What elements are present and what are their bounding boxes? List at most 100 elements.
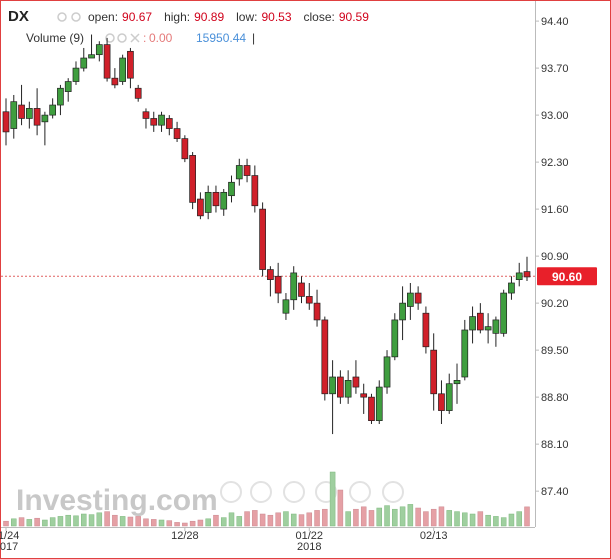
volume-bar: [244, 511, 250, 527]
volume-bar: [454, 511, 460, 527]
candle-body: [469, 316, 476, 331]
header-icons: [57, 12, 140, 43]
x-tick-label: 01/22: [296, 530, 324, 542]
volume-bar: [166, 520, 173, 527]
watermark-text: Investing.com: [16, 484, 218, 517]
x-tick-label: 12/28: [171, 530, 199, 542]
volume-bar: [88, 514, 95, 527]
header-value: 90.89: [194, 10, 224, 24]
candle-body: [259, 208, 266, 270]
candle-body: [220, 191, 228, 210]
candle-body: [422, 312, 430, 348]
volume-bar: [290, 513, 297, 527]
header-label: open:: [88, 10, 118, 24]
volume-bar: [407, 504, 414, 527]
header-label: close:: [304, 10, 335, 24]
y-tick-label: 92.30: [541, 157, 569, 169]
volume-bar: [322, 508, 328, 527]
volume-bar: [524, 506, 530, 527]
volume-bar: [189, 520, 196, 527]
volume-bar: [197, 519, 204, 527]
volume-bar: [376, 507, 383, 527]
volume-bar: [127, 516, 134, 527]
watermark: Investing.com: [16, 484, 218, 517]
y-tick-label: 90.90: [541, 251, 569, 263]
candle-body: [165, 118, 173, 129]
candle-body: [484, 326, 492, 331]
volume-bar: [329, 471, 336, 527]
volume-bar: [150, 519, 157, 527]
volume-bar: [228, 512, 235, 527]
volume-bar: [415, 507, 421, 527]
candle-body: [523, 271, 531, 278]
candle-body: [228, 181, 235, 197]
volume-bar: [96, 512, 103, 527]
candle-body: [142, 111, 150, 119]
y-tick-label: 93.00: [541, 110, 569, 122]
candle-body: [33, 108, 41, 126]
candle-body: [72, 67, 80, 82]
candle-body: [492, 319, 500, 334]
volume-bar: [135, 516, 141, 527]
volume-bar: [298, 514, 305, 527]
candle-body: [515, 272, 523, 280]
candle-body: [476, 312, 484, 331]
volume-bar: [252, 510, 258, 527]
volume-bar: [353, 508, 359, 527]
y-tick-label: 88.10: [541, 439, 569, 451]
volume-bar: [57, 516, 64, 527]
candle-body: [158, 114, 165, 126]
candle-body: [508, 282, 515, 294]
candle-body: [352, 376, 360, 388]
volume-bar: [438, 506, 445, 527]
candle-body: [360, 393, 368, 398]
volume-bar: [516, 511, 522, 527]
volume-bar: [469, 513, 476, 527]
volume-bar: [158, 519, 165, 527]
y-tick-label: 91.60: [541, 204, 569, 216]
y-tick-label: 89.50: [541, 345, 569, 357]
y-tick-label: 90.20: [541, 298, 569, 310]
candle-body: [57, 87, 64, 106]
volume-bar: [119, 516, 126, 527]
volume-bar: [3, 520, 9, 527]
candle-body: [375, 386, 383, 421]
volume-bar: [34, 517, 40, 527]
candle-body: [399, 302, 406, 321]
volume-bar: [392, 508, 398, 527]
volume-bar: [360, 506, 367, 527]
candle-body: [243, 165, 251, 176]
candle-body: [204, 191, 212, 213]
volume-bar: [500, 517, 507, 527]
volume-bar: [112, 514, 118, 527]
header-value: 90.59: [339, 10, 369, 24]
x-year-label: 2017: [0, 541, 18, 553]
candle-body: [500, 292, 508, 334]
candle-body: [453, 380, 461, 385]
symbol: DX: [8, 8, 29, 25]
candle-body: [18, 104, 25, 119]
volume-bar: [174, 522, 180, 527]
volume-bar: [446, 510, 452, 527]
candle-body: [344, 380, 352, 398]
volume-sep: :: [143, 31, 146, 45]
volume-bar: [205, 518, 211, 527]
candle-body: [88, 54, 95, 59]
candle-body: [305, 296, 313, 304]
candle-body: [95, 44, 103, 56]
candle-body: [235, 165, 243, 180]
candle-body: [368, 396, 375, 421]
volume-bar: [314, 510, 320, 527]
candle-body: [445, 383, 453, 411]
volume-bar: [220, 517, 227, 527]
volume-bar: [508, 513, 515, 527]
candle-body: [290, 272, 298, 301]
candle-body: [41, 114, 49, 123]
header-value: 90.67: [122, 10, 152, 24]
candle-body: [407, 292, 414, 307]
volume-bar: [81, 513, 87, 527]
candle-body: [173, 128, 181, 139]
price-tag: 90.60: [552, 270, 582, 284]
